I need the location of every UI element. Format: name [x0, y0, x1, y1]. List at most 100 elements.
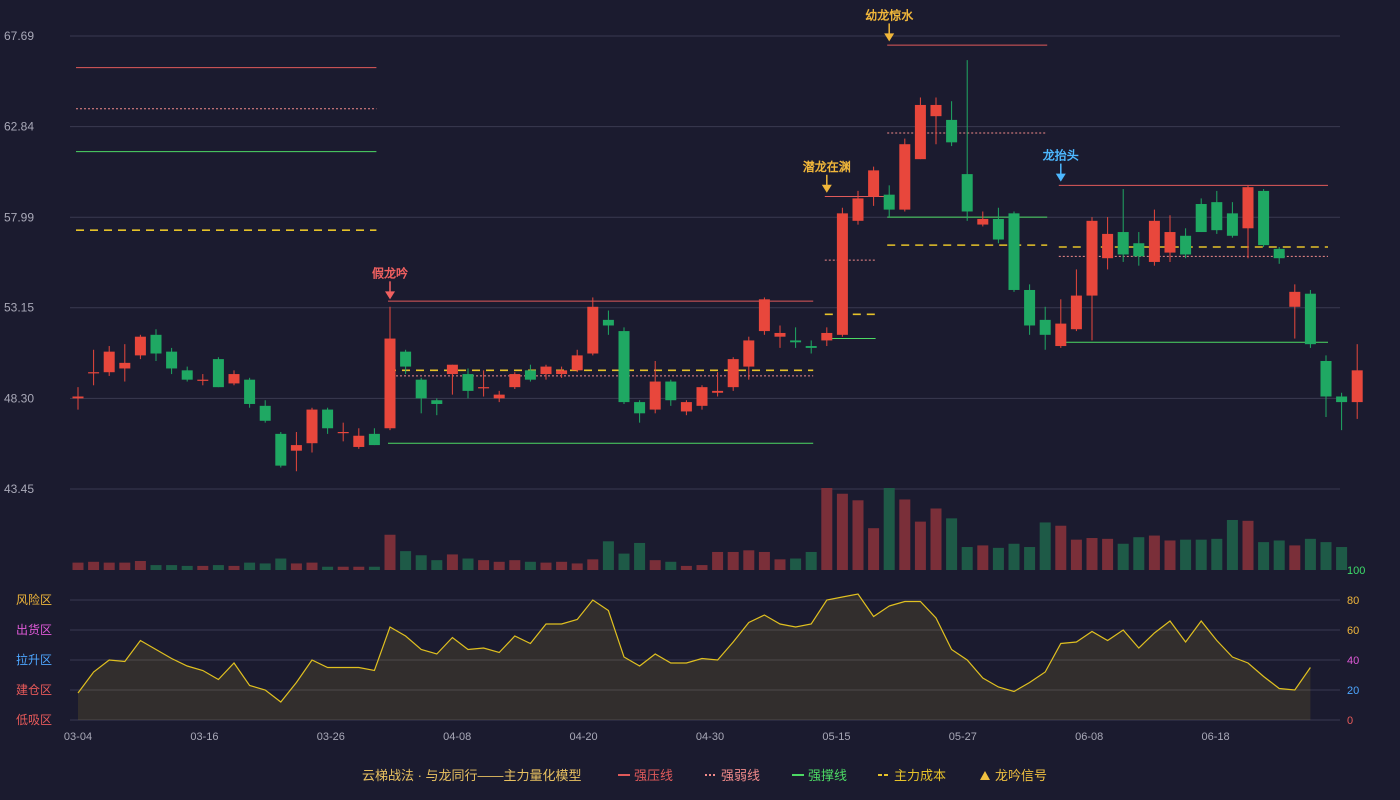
candle-body — [618, 331, 630, 403]
volume-bar — [1242, 520, 1254, 570]
volume-bar — [1133, 537, 1145, 570]
signal-label: 龙抬头 — [1043, 148, 1079, 163]
candle-body — [1258, 190, 1270, 246]
volume-bar — [602, 541, 614, 570]
legend[interactable]: 云梯战法 · 与龙同行——主力量化模型 强压线 强弱线 强撑线 主力成本 龙吟信号 — [362, 768, 1047, 783]
volume-bar — [306, 562, 318, 570]
volume-bar — [1055, 525, 1067, 570]
volume-bar — [197, 565, 209, 570]
candle — [571, 349, 583, 373]
oscillator-zone-label: 出货区 — [16, 622, 52, 637]
candle — [992, 207, 1004, 244]
candle — [1164, 215, 1176, 262]
volume-bar — [337, 566, 349, 570]
candle-body — [852, 198, 864, 221]
candle — [712, 372, 724, 397]
candle-body — [103, 351, 115, 373]
candle — [649, 360, 661, 414]
volume-bar — [103, 562, 115, 570]
candle-body — [930, 104, 942, 117]
volume-bar — [1164, 540, 1176, 570]
candle — [868, 166, 880, 206]
candle — [431, 398, 443, 416]
volume-bar — [509, 560, 521, 570]
price-panel: 67.69 62.84 57.99 53.15 48.30 43.45 假龙吟 潜龙在渊 幼龙惊… — [4, 7, 1363, 496]
price-tick-label: 48.30 — [4, 391, 34, 405]
candle — [1226, 202, 1238, 238]
candle-body — [696, 387, 708, 406]
candle — [415, 377, 427, 414]
candle-body — [244, 379, 256, 404]
volume-bar — [680, 565, 692, 570]
candle — [852, 190, 864, 225]
volume-bar — [1039, 522, 1051, 570]
oscillator-tick-label: 100 — [1347, 565, 1365, 577]
candle — [88, 349, 100, 386]
legend-item: 强弱线 — [705, 768, 760, 783]
candle-body — [119, 362, 131, 369]
volume-bar — [790, 558, 802, 570]
volume-bar — [696, 565, 708, 570]
volume-bar — [665, 561, 677, 570]
candle-body — [290, 445, 302, 451]
candle-body — [493, 394, 505, 399]
candle-body — [790, 340, 802, 343]
candle-body — [197, 379, 209, 381]
signal-label: 假龙吟 — [372, 265, 408, 280]
candle-body — [1351, 370, 1363, 403]
candle-body — [524, 370, 536, 380]
legend-label: 主力成本 — [894, 768, 946, 783]
volume-bar — [587, 559, 599, 570]
candle — [1039, 306, 1051, 350]
volume-bar — [634, 542, 646, 570]
candle-body — [587, 306, 599, 354]
legend-item: 强撑线 — [792, 768, 847, 783]
legend-item: 主力成本 — [878, 768, 946, 783]
candle — [1304, 289, 1316, 348]
candle-body — [431, 400, 443, 404]
candle — [197, 374, 209, 386]
candle-body — [649, 381, 661, 410]
candle — [524, 364, 536, 382]
volume-bar — [868, 528, 880, 570]
volume-bar — [119, 562, 131, 570]
candle-body — [353, 435, 365, 447]
candle-body — [540, 366, 552, 375]
volume-bar — [836, 493, 848, 570]
signal-arrow-icon — [821, 184, 832, 193]
candle — [914, 97, 926, 160]
volume-bar — [275, 558, 287, 570]
volume-bar — [946, 518, 958, 570]
candle-body — [1102, 233, 1114, 259]
volume-panel — [72, 488, 1348, 570]
x-tick-label: 03-04 — [64, 731, 92, 743]
candle — [946, 101, 958, 147]
candle — [1148, 209, 1160, 266]
candle — [540, 364, 552, 380]
price-tick-label: 43.45 — [4, 482, 34, 496]
volume-bar — [166, 565, 178, 570]
candle — [805, 340, 817, 354]
candle-body — [368, 433, 380, 446]
candle-body — [1304, 293, 1316, 345]
candle-body — [1273, 248, 1285, 259]
volume-bar — [1226, 519, 1238, 570]
candle-body — [1055, 323, 1067, 347]
oscillator-line — [77, 593, 1311, 703]
volume-bar — [758, 551, 770, 570]
signal-label: 潜龙在渊 — [803, 159, 851, 174]
volume-bar — [1102, 538, 1114, 570]
candle-body — [228, 374, 240, 384]
volume-bar — [150, 565, 162, 570]
volume-bar — [384, 534, 396, 570]
volume-bar — [478, 560, 490, 570]
candle-body — [1320, 360, 1332, 397]
oscillator-zone-label: 风险区 — [16, 592, 52, 607]
candle-body — [1336, 396, 1348, 403]
volume-bar — [1180, 539, 1192, 570]
candle — [1211, 190, 1223, 234]
legend-label: 强压线 — [634, 768, 673, 783]
candle-body — [446, 364, 458, 375]
candle — [587, 297, 599, 356]
x-axis: 03-04 03-16 03-26 04-08 04-20 04-30 05-15 05-27… — [64, 731, 1230, 743]
